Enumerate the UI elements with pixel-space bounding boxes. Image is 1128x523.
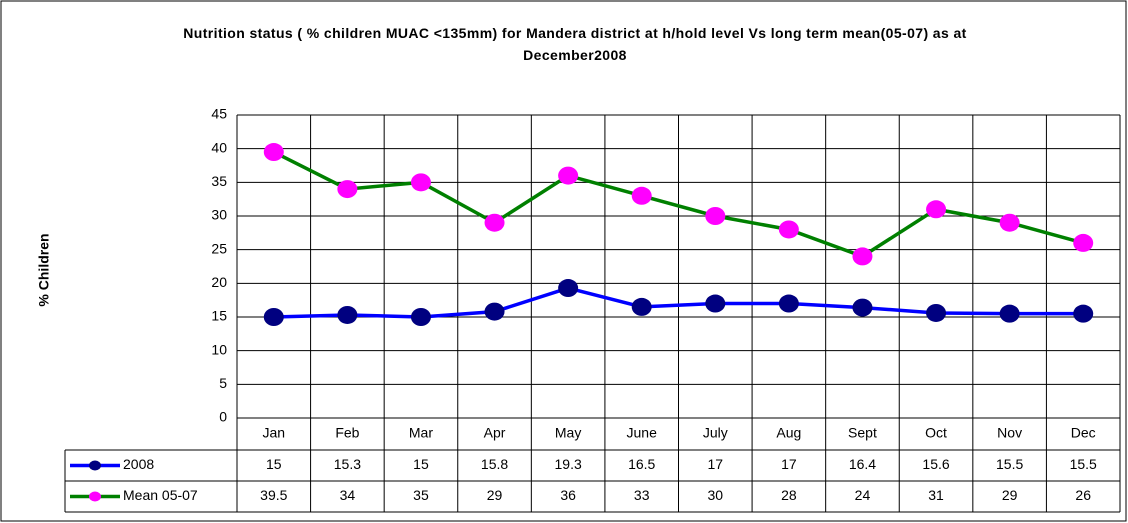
table-cell: 33	[634, 487, 650, 503]
marker	[631, 297, 652, 316]
table-cell: 31	[928, 487, 944, 503]
marker	[999, 213, 1020, 232]
x-tick-label: Oct	[925, 425, 947, 441]
legend-label: Mean 05-07	[123, 487, 198, 503]
y-tick-label: 45	[211, 106, 227, 122]
chart-title: Nutrition status ( % children MUAC <135m…	[183, 25, 967, 63]
y-tick-label: 20	[211, 274, 227, 290]
y-tick-label: 40	[211, 139, 227, 155]
marker	[852, 247, 873, 266]
x-tick-label: Mar	[409, 425, 433, 441]
marker	[1073, 233, 1094, 252]
table-cell: 16.5	[628, 456, 655, 472]
table-cell: 15	[266, 456, 282, 472]
table-cell: 15.5	[996, 456, 1023, 472]
marker	[705, 207, 726, 225]
legend-label: 2008	[123, 456, 154, 472]
table-cell: 15.3	[334, 456, 361, 472]
table-cell: 26	[1075, 487, 1091, 503]
x-tick-label: Feb	[335, 425, 359, 441]
table-cell: 17	[781, 456, 797, 472]
marker	[926, 303, 947, 322]
marker	[778, 220, 799, 239]
y-tick-label: 35	[211, 173, 227, 189]
table-cell: 29	[1002, 487, 1018, 503]
x-tick-label: June	[627, 425, 658, 441]
x-tick-label: Dec	[1071, 425, 1096, 441]
marker	[852, 298, 873, 317]
legend-marker	[89, 460, 101, 471]
table-cell: 30	[708, 487, 724, 503]
x-tick-label: Jan	[263, 425, 286, 441]
x-tick-label: Aug	[776, 425, 801, 441]
marker	[999, 304, 1020, 323]
table-cell: 35	[413, 487, 429, 503]
marker	[263, 308, 284, 326]
marker	[1073, 304, 1094, 323]
marker	[484, 302, 505, 321]
y-tick-label: 15	[211, 308, 227, 324]
table-cell: 39.5	[260, 487, 287, 503]
y-tick-label: 25	[211, 240, 227, 256]
table-cell: 15.8	[481, 456, 508, 472]
marker	[705, 294, 726, 313]
table-cell: 34	[340, 487, 356, 503]
y-tick-label: 30	[211, 207, 227, 223]
marker	[926, 200, 947, 219]
table-cell: 17	[708, 456, 724, 472]
marker	[484, 213, 505, 232]
series-line	[273, 286, 1084, 319]
marker	[337, 305, 358, 324]
x-tick-label: Nov	[997, 425, 1022, 441]
table-cell: 15.6	[922, 456, 949, 472]
marker	[410, 173, 431, 192]
table-cell: 29	[487, 487, 503, 503]
marker	[631, 186, 652, 205]
x-tick-label: Apr	[484, 425, 506, 441]
series-line	[273, 150, 1084, 259]
x-tick-label: Sept	[848, 425, 877, 441]
x-tick-label: July	[703, 425, 728, 441]
table-cell: 15.5	[1070, 456, 1097, 472]
x-tick-label: May	[555, 425, 581, 441]
table-cell: 24	[855, 487, 871, 503]
y-tick-label: 10	[211, 341, 227, 357]
marker	[337, 180, 358, 199]
marker	[410, 308, 431, 326]
table-cell: 15	[413, 456, 429, 472]
marker	[263, 143, 284, 162]
legend-marker	[89, 491, 101, 502]
y-tick-label: 0	[219, 409, 227, 425]
marker	[778, 294, 799, 313]
y-tick-label: 5	[219, 375, 227, 391]
table-cell: 36	[560, 487, 576, 503]
marker	[558, 166, 579, 185]
marker	[558, 279, 579, 298]
table-cell: 28	[781, 487, 797, 503]
table-cell: 19.3	[555, 456, 582, 472]
table-cell: 16.4	[849, 456, 876, 472]
y-axis-title: % Children	[36, 233, 52, 306]
